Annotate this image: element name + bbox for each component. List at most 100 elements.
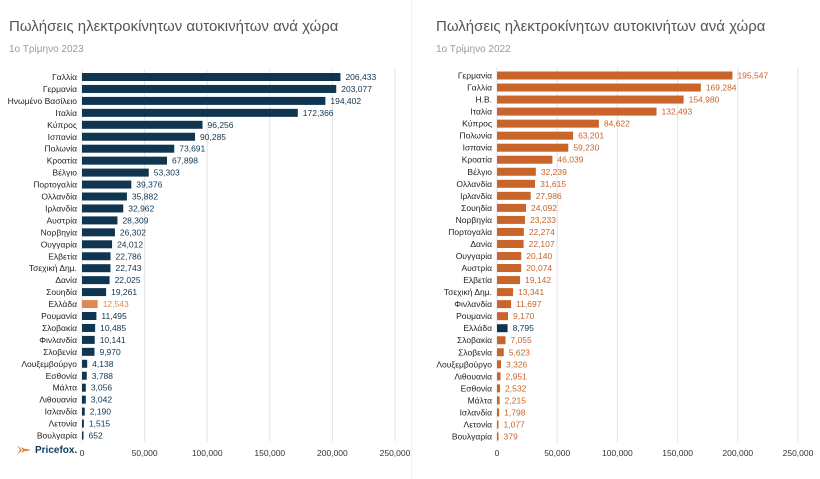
value-label: 206,433 bbox=[345, 72, 376, 82]
bar bbox=[82, 288, 107, 297]
value-label: 35,882 bbox=[132, 192, 158, 202]
bar bbox=[82, 96, 326, 105]
value-label: 132,493 bbox=[662, 107, 693, 117]
value-label: 26,302 bbox=[120, 227, 146, 237]
category-label: Σλοβακία bbox=[457, 335, 492, 345]
category-label: Κροατία bbox=[47, 156, 77, 166]
value-label: 172,366 bbox=[303, 108, 334, 118]
category-label: Ισλανδία bbox=[45, 407, 78, 417]
category-label: Πορτογαλία bbox=[448, 227, 492, 237]
category-label: Μάλτα bbox=[468, 395, 492, 405]
value-label: 379 bbox=[504, 432, 518, 442]
category-label: Ελβετία bbox=[48, 251, 77, 261]
bar bbox=[497, 276, 521, 285]
x-tick-label: 200,000 bbox=[722, 448, 753, 458]
x-tick-label: 100,000 bbox=[192, 448, 223, 458]
value-label: 1,798 bbox=[504, 407, 526, 417]
bar bbox=[82, 192, 127, 201]
bar bbox=[497, 71, 733, 80]
value-label: 9,970 bbox=[99, 347, 121, 357]
bar bbox=[82, 419, 84, 428]
bar bbox=[497, 239, 524, 248]
bar bbox=[82, 240, 113, 249]
category-label: Ελλάδα bbox=[463, 323, 492, 333]
bar bbox=[497, 131, 574, 140]
x-tick-label: 250,000 bbox=[783, 448, 814, 458]
bar bbox=[497, 288, 514, 297]
bar bbox=[497, 360, 502, 369]
value-label: 22,786 bbox=[116, 251, 142, 261]
bar bbox=[82, 312, 97, 320]
bar bbox=[82, 407, 85, 416]
value-label: 1,515 bbox=[89, 419, 111, 429]
value-label: 84,622 bbox=[604, 119, 630, 129]
bar bbox=[497, 324, 508, 333]
x-tick-label: 0 bbox=[80, 448, 85, 458]
value-label: 46,039 bbox=[557, 155, 583, 165]
category-label: Βουλγαρία bbox=[37, 431, 77, 441]
bar bbox=[497, 348, 504, 357]
chart-subtitle: 1ο Τρίμηνο 2022 bbox=[436, 44, 511, 55]
bar bbox=[82, 168, 149, 177]
bar bbox=[497, 420, 499, 429]
value-label: 22,025 bbox=[115, 275, 141, 285]
category-label: Ιρλανδία bbox=[460, 191, 492, 201]
value-label: 3,788 bbox=[92, 371, 114, 381]
value-label: 2,532 bbox=[505, 383, 527, 393]
bar bbox=[82, 371, 87, 380]
value-label: 31,615 bbox=[540, 179, 566, 189]
category-label: Πολωνία bbox=[459, 131, 492, 141]
bar bbox=[82, 300, 98, 309]
x-tick-label: 100,000 bbox=[602, 448, 633, 458]
bar bbox=[82, 228, 115, 237]
bar bbox=[82, 144, 175, 153]
value-label: 24,092 bbox=[531, 203, 557, 213]
bar bbox=[497, 143, 569, 152]
value-label: 22,107 bbox=[529, 239, 555, 249]
category-label: Ουγγαρία bbox=[41, 239, 77, 249]
bar bbox=[82, 276, 110, 285]
bar bbox=[497, 203, 527, 212]
category-label: Δανία bbox=[55, 275, 77, 285]
bar bbox=[82, 383, 86, 392]
bar-chart-2023: 0 50,000 100,000 150,000 200,000 250,000 Γαλλί… bbox=[8, 69, 410, 458]
bar bbox=[82, 156, 168, 165]
bar bbox=[82, 252, 111, 261]
value-label: 11,697 bbox=[516, 299, 542, 309]
category-label: Ολλανδία bbox=[41, 192, 77, 202]
value-label: 195,547 bbox=[737, 71, 768, 81]
bar bbox=[82, 359, 88, 368]
value-label: 28,309 bbox=[122, 215, 148, 225]
bar bbox=[82, 204, 124, 213]
category-label: Βουλγαρία bbox=[452, 432, 492, 442]
bar bbox=[497, 396, 500, 405]
value-label: 23,233 bbox=[530, 215, 556, 225]
value-label: 194,402 bbox=[330, 96, 361, 106]
value-label: 2,190 bbox=[90, 407, 112, 417]
chart-subtitle: 1ο Τρίμηνο 2023 bbox=[9, 44, 84, 55]
bar bbox=[497, 167, 536, 176]
value-label: 19,142 bbox=[525, 275, 551, 285]
bar bbox=[497, 179, 536, 188]
bar bbox=[497, 264, 522, 273]
value-label: 10,141 bbox=[100, 335, 126, 345]
category-label: Ιταλία bbox=[470, 107, 492, 117]
x-tick-label: 150,000 bbox=[662, 448, 693, 458]
value-label: 10,485 bbox=[100, 323, 126, 333]
category-label: Γαλλία bbox=[467, 83, 492, 93]
value-label: 11,495 bbox=[101, 311, 127, 321]
bar bbox=[497, 155, 553, 164]
category-label: Ουγγαρία bbox=[456, 251, 492, 261]
value-label: 2,215 bbox=[505, 395, 527, 405]
bar bbox=[82, 216, 118, 225]
bar bbox=[497, 191, 531, 200]
chart-panel-2023: Πωλήσεις ηλεκτροκίνητων αυτοκινήτων ανά … bbox=[8, 18, 410, 458]
value-label: 3,042 bbox=[91, 395, 113, 405]
value-label: 5,623 bbox=[509, 347, 531, 357]
category-label: Ηνωμένο Βασίλειο bbox=[8, 96, 78, 106]
category-label: Λετονία bbox=[49, 419, 78, 429]
value-label: 24,012 bbox=[117, 239, 143, 249]
bar bbox=[497, 336, 506, 345]
value-label: 2,951 bbox=[506, 371, 528, 381]
bar bbox=[497, 215, 525, 224]
